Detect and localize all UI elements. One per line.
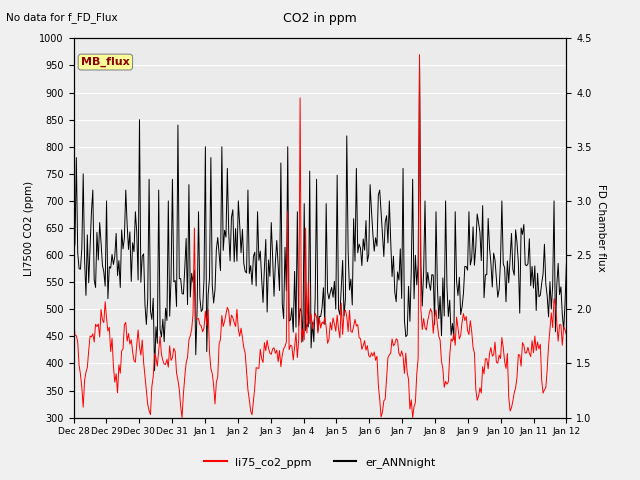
Y-axis label: LI7500 CO2 (ppm): LI7500 CO2 (ppm) — [24, 180, 34, 276]
Text: CO2 in ppm: CO2 in ppm — [283, 12, 357, 25]
Text: MB_flux: MB_flux — [81, 57, 130, 67]
Y-axis label: FD Chamber flux: FD Chamber flux — [595, 184, 605, 272]
Legend: li75_co2_ppm, er_ANNnight: li75_co2_ppm, er_ANNnight — [200, 452, 440, 472]
Text: No data for f_FD_Flux: No data for f_FD_Flux — [6, 12, 118, 23]
